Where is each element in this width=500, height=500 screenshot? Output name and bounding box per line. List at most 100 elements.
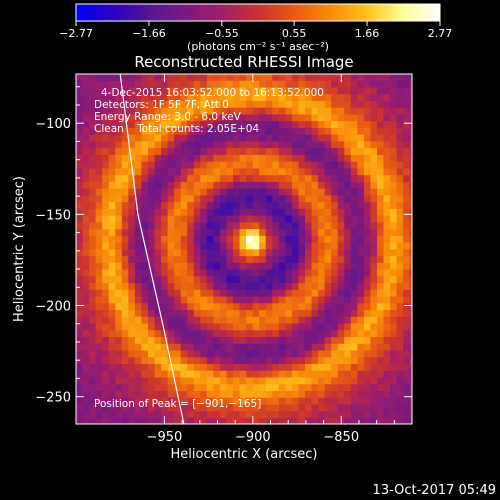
- heatmap-cell: [128, 87, 136, 95]
- heatmap-cell: [226, 181, 234, 190]
- heatmap-cell: [82, 229, 90, 237]
- heatmap-cell: [396, 127, 404, 136]
- heatmap-cell: [187, 141, 195, 149]
- heatmap-cell: [331, 195, 339, 203]
- heatmap-cell: [409, 229, 412, 237]
- heatmap-cell: [161, 107, 169, 115]
- heatmap-cell: [154, 316, 162, 324]
- heatmap-cell: [291, 94, 299, 102]
- heatmap-cell: [298, 148, 306, 156]
- heatmap-cell: [95, 208, 103, 217]
- heatmap-cell: [121, 134, 129, 142]
- heatmap-cell: [285, 330, 293, 338]
- heatmap-cell: [108, 94, 116, 102]
- heatmap-cell: [82, 202, 90, 210]
- heatmap-cell: [193, 256, 201, 264]
- heatmap-cell: [213, 256, 221, 264]
- heatmap-cell: [82, 148, 90, 156]
- heatmap-cell: [89, 283, 97, 291]
- heatmap-cell: [272, 283, 280, 291]
- heatmap-cell: [409, 114, 412, 122]
- heatmap-cell: [89, 303, 97, 311]
- heatmap-cell: [161, 337, 169, 345]
- heatmap-cell: [318, 80, 326, 88]
- heatmap-cell: [200, 343, 208, 351]
- heatmap-cell: [416, 94, 423, 101]
- heatmap-cell: [344, 370, 352, 378]
- heatmap-cell: [154, 80, 162, 88]
- heatmap-cell: [291, 154, 299, 163]
- heatmap-cell: [128, 289, 136, 297]
- heatmap-cell: [246, 283, 254, 291]
- heatmap-cell: [311, 121, 319, 129]
- heatmap-cell: [370, 168, 378, 176]
- heatmap-cell: [370, 323, 378, 331]
- heatmap-cell: [298, 94, 306, 102]
- heatmap-cell: [121, 330, 129, 338]
- heatmap-cell: [213, 310, 221, 318]
- heatmap-cell: [350, 330, 358, 338]
- colorbar: −2.77 −1.66 −0.55 0.55 1.66 2.77 (photons cm⁻…: [59, 3, 452, 53]
- heatmap-cell: [403, 316, 411, 324]
- heatmap-cell: [246, 310, 254, 318]
- heatmap-cell: [134, 195, 142, 203]
- heatmap-cell: [363, 181, 371, 190]
- heatmap-cell: [200, 310, 208, 318]
- heatmap-cell: [174, 80, 182, 88]
- heatmap-cell: [128, 269, 136, 277]
- heatmap-cell: [95, 337, 103, 345]
- heatmap-cell: [305, 121, 312, 129]
- heatmap-cell: [324, 195, 332, 203]
- heatmap-cell: [147, 330, 155, 338]
- heatmap-cell: [318, 370, 326, 378]
- heatmap-cell: [180, 168, 188, 176]
- heatmap-cell: [154, 350, 162, 358]
- heatmap-cell: [390, 262, 398, 270]
- heatmap-cell: [252, 350, 260, 358]
- heatmap-cell: [396, 148, 404, 156]
- heatmap-cell: [187, 404, 195, 412]
- heatmap-cell: [357, 242, 365, 250]
- heatmap-cell: [363, 249, 371, 257]
- heatmap-cell: [206, 296, 214, 304]
- heatmap-cell: [180, 256, 188, 264]
- heatmap-cell: [344, 377, 352, 385]
- heatmap-cell: [390, 195, 398, 203]
- heatmap-cell: [416, 337, 423, 344]
- heatmap-cell: [396, 208, 404, 217]
- heatmap-cell: [324, 202, 332, 210]
- heatmap-cell: [187, 161, 195, 169]
- heatmap-cell: [213, 337, 221, 345]
- heatmap-cell: [311, 323, 319, 331]
- heatmap-cell: [206, 391, 214, 399]
- heatmap-cell: [115, 425, 122, 432]
- heatmap-cell: [344, 215, 352, 223]
- heatmap-cell: [239, 296, 247, 304]
- heatmap-cell: [76, 296, 83, 304]
- heatmap-cell: [95, 330, 103, 338]
- heatmap-cell: [187, 107, 195, 115]
- heatmap-cell: [324, 181, 332, 190]
- heatmap-cell: [154, 357, 162, 365]
- heatmap-cell: [337, 310, 345, 318]
- heatmap-cell: [82, 154, 90, 163]
- heatmap-cell: [324, 249, 332, 257]
- heatmap-cell: [364, 425, 371, 432]
- heatmap-cell: [147, 303, 155, 311]
- heatmap-cell: [141, 87, 149, 95]
- heatmap-cell: [76, 222, 83, 230]
- heatmap-cell: [134, 107, 142, 115]
- heatmap-cell: [357, 391, 365, 399]
- heatmap-cell: [291, 195, 299, 203]
- heatmap-cell: [109, 425, 116, 432]
- heatmap-cell: [252, 296, 260, 304]
- heatmap-cell: [108, 175, 116, 183]
- heatmap-cell: [108, 229, 116, 237]
- heatmap-cell: [363, 202, 371, 210]
- heatmap-cell: [115, 175, 123, 183]
- heatmap-cell: [252, 114, 260, 122]
- heatmap-cell: [147, 107, 155, 115]
- heatmap-cell: [396, 417, 404, 424]
- heatmap-cell: [344, 269, 352, 277]
- heatmap-cell: [161, 384, 169, 392]
